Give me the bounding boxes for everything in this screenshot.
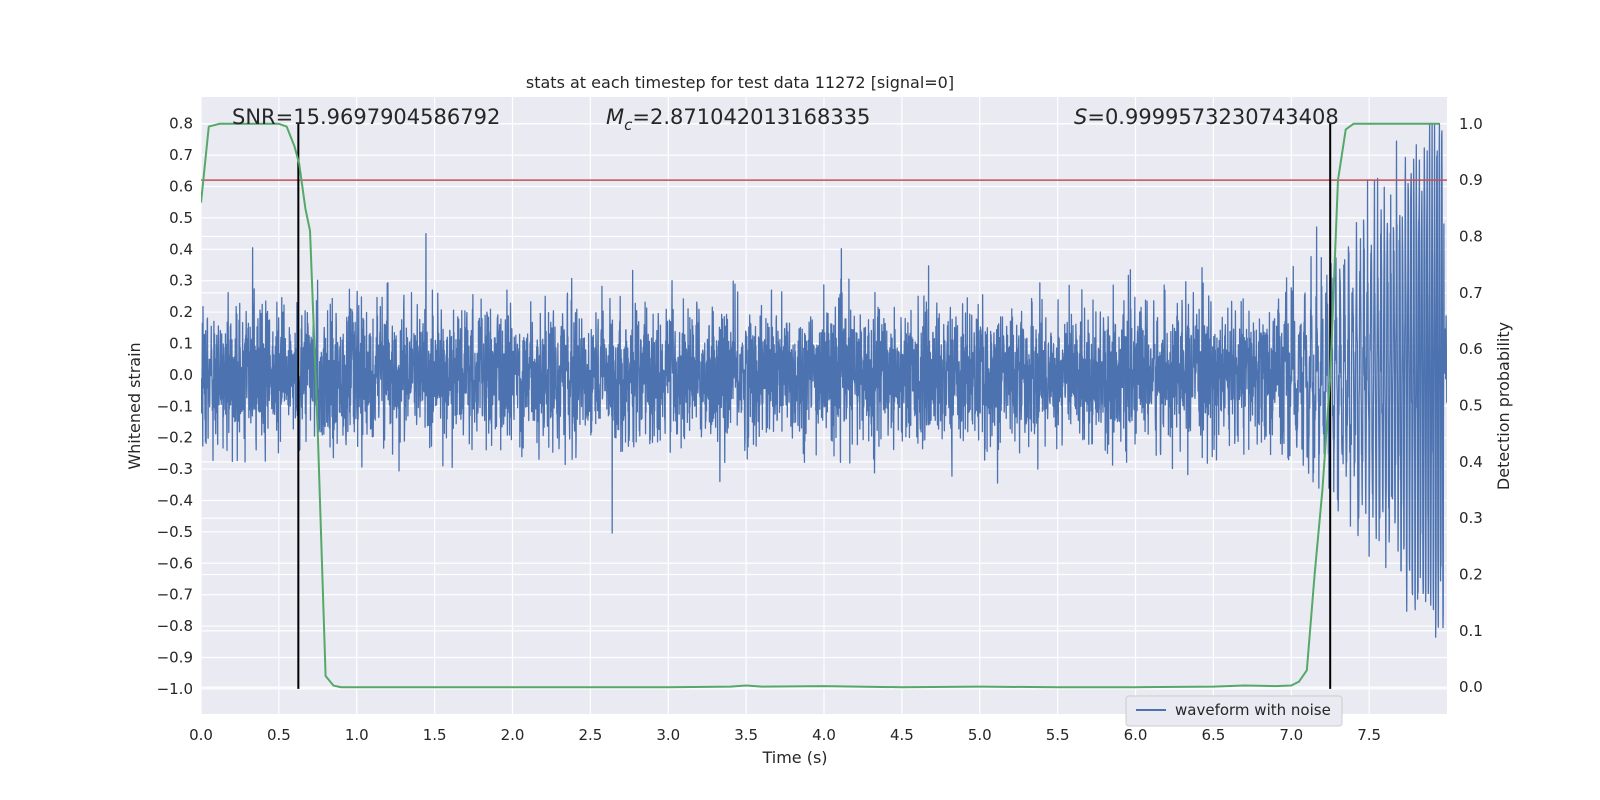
y-tick-label: 0.3 (169, 272, 193, 290)
x-tick-label: 1.0 (345, 726, 369, 744)
y-tick-label: 0.0 (169, 366, 193, 384)
statistic-value: =0.9999573230743408 (1087, 105, 1338, 129)
y-right-tick-label: 0.9 (1459, 171, 1483, 189)
waveform-with-noise-line (201, 123, 1447, 638)
y-tick-label: −0.2 (157, 429, 193, 447)
legend-box (1125, 695, 1343, 727)
y-tick-label: −0.1 (157, 397, 193, 415)
legend: waveform with noise (1125, 695, 1343, 727)
y-tick-label: 0.5 (169, 209, 193, 227)
x-tick-label: 3.0 (656, 726, 680, 744)
data-layer (201, 122, 1447, 689)
x-tick-label: 1.5 (423, 726, 447, 744)
y-right-tick-label: 0.0 (1459, 678, 1483, 696)
y-right-tick-label: 0.4 (1459, 453, 1483, 471)
y-tick-label: −0.7 (157, 586, 193, 604)
y-right-tick-label: 0.6 (1459, 340, 1483, 358)
x-tick-label: 0.0 (189, 726, 213, 744)
y-right-tick-label: 0.2 (1459, 566, 1483, 584)
y-right-tick-label: 0.3 (1459, 509, 1483, 527)
y-axis-label: Whitened strain (125, 342, 144, 469)
y-tick-label: 0.4 (169, 240, 193, 258)
x-tick-label: 2.0 (501, 726, 525, 744)
y-right-tick-label: 1.0 (1459, 115, 1483, 133)
y-right-axis-label: Detection probability (1494, 322, 1513, 490)
chart-title: stats at each timestep for test data 112… (526, 73, 954, 92)
y-tick-label: −0.9 (157, 648, 193, 666)
statistic-symbol: S (1074, 105, 1087, 129)
x-tick-label: 2.5 (578, 726, 602, 744)
detection-probability-line (201, 122, 1440, 689)
x-tick-label: 6.5 (1201, 726, 1225, 744)
x-tick-label: 6.0 (1124, 726, 1148, 744)
tick-labels: 0.0 0.5 1.0 1.5 2.0 2.5 3.0 3.5 4.0 4.5 5.0 5.5 6.0 6… (157, 115, 1483, 744)
y-right-tick-label: 0.5 (1459, 397, 1483, 415)
y-right-tick-label: 0.8 (1459, 227, 1483, 245)
y-tick-label: −0.5 (157, 523, 193, 541)
x-tick-label: 7.0 (1279, 726, 1303, 744)
x-axis-label: Time (s) (761, 748, 827, 767)
y-tick-label: 0.2 (169, 303, 193, 321)
y-right-tick-label: 0.1 (1459, 622, 1483, 640)
x-tick-label: 5.5 (1046, 726, 1070, 744)
x-tick-label: 7.5 (1357, 726, 1381, 744)
y-tick-label: 0.7 (169, 146, 193, 164)
snr-annotation: SNR=15.9697904586792 (232, 105, 500, 129)
y-tick-label: −1.0 (157, 680, 193, 698)
x-tick-label: 5.0 (968, 726, 992, 744)
chirp-mass-annotation: Mc=2.871042013168335 (606, 105, 870, 134)
chirp-mass-subscript: c (624, 116, 633, 134)
chirp-mass-value: =2.871042013168335 (632, 105, 870, 129)
y-tick-label: −0.3 (157, 460, 193, 478)
x-tick-label: 0.5 (267, 726, 291, 744)
x-tick-label: 4.0 (812, 726, 836, 744)
y-tick-label: −0.4 (157, 491, 193, 509)
legend-entry-waveform: waveform with noise (1175, 701, 1331, 719)
statistic-annotation: S=0.9999573230743408 (1074, 105, 1339, 129)
x-tick-label: 4.5 (890, 726, 914, 744)
y-tick-label: 0.1 (169, 334, 193, 352)
x-tick-label: 3.5 (734, 726, 758, 744)
y-tick-label: 0.8 (169, 115, 193, 133)
y-tick-label: 0.6 (169, 177, 193, 195)
y-tick-label: −0.8 (157, 617, 193, 635)
chirp-mass-symbol: M (606, 105, 624, 129)
y-right-tick-label: 0.7 (1459, 284, 1483, 302)
y-tick-label: −0.6 (157, 554, 193, 572)
